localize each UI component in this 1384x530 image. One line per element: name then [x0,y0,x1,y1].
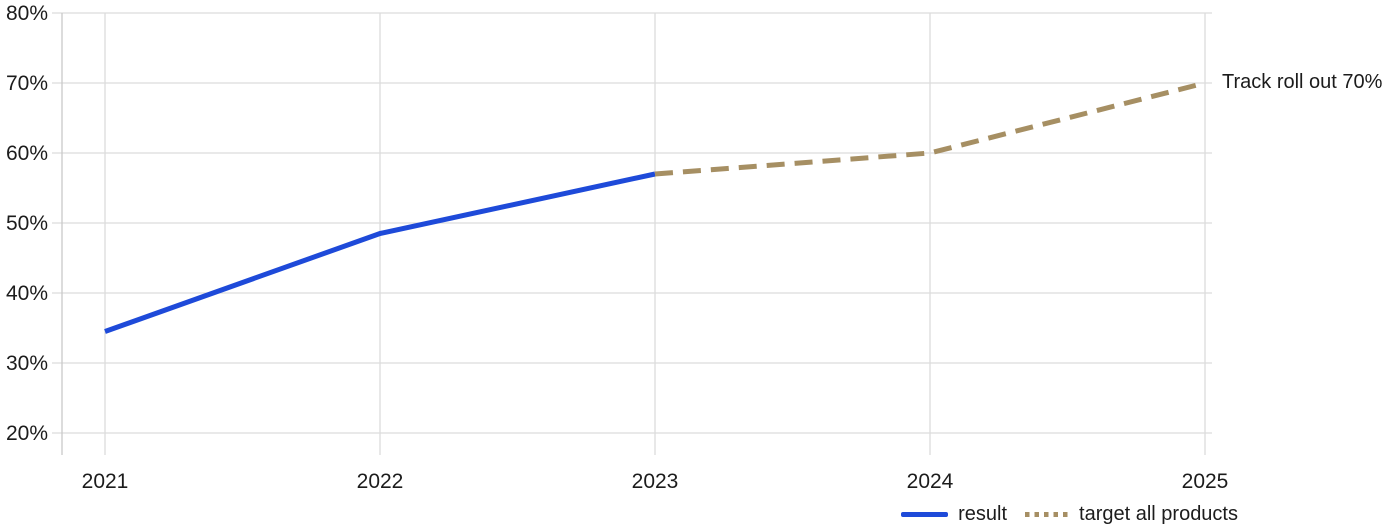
x-tick-label: 2022 [357,470,404,493]
series-line-result [104,171,656,334]
target-dotted-line-swatch [1025,512,1070,517]
legend-item-target: target all products [1025,503,1238,526]
y-tick-label: 40% [6,282,48,305]
annotation-track-roll-out: Track roll out 70% [1222,71,1383,93]
y-tick-label: 70% [6,72,48,95]
legend-label-target: target all products [1079,503,1238,525]
legend-item-result: result [901,503,1007,526]
y-tick-label: 20% [6,422,48,445]
series-line-target-all-products [654,80,1206,177]
x-tick-label: 2025 [1182,470,1229,493]
y-tick-label: 50% [6,212,48,235]
x-tick-label: 2024 [907,470,954,493]
x-tick-label: 2023 [632,470,679,493]
legend-label-result: result [958,503,1008,525]
result-line-swatch [901,512,949,517]
x-tick-label: 2021 [82,470,129,493]
y-tick-label: 30% [6,352,48,375]
y-tick-label: 80% [6,2,48,25]
legend: result target all products [901,503,1238,526]
y-tick-label: 60% [6,142,48,165]
